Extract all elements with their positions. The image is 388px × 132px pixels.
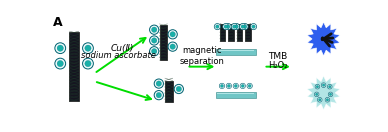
Circle shape [329, 93, 332, 96]
Circle shape [234, 23, 240, 30]
Circle shape [170, 44, 175, 49]
Circle shape [151, 49, 157, 54]
Bar [220, 24, 225, 41]
Circle shape [168, 30, 177, 39]
Circle shape [216, 25, 219, 28]
Text: A: A [53, 16, 63, 29]
Circle shape [83, 43, 94, 54]
Circle shape [85, 45, 91, 51]
Circle shape [57, 45, 63, 51]
Circle shape [55, 58, 66, 69]
Circle shape [174, 84, 184, 94]
Circle shape [314, 92, 319, 97]
Circle shape [241, 25, 244, 28]
Circle shape [224, 25, 227, 28]
Circle shape [149, 25, 159, 34]
Circle shape [149, 36, 159, 45]
Circle shape [156, 81, 161, 86]
Circle shape [219, 83, 225, 89]
Bar [159, 25, 167, 60]
Circle shape [233, 83, 239, 89]
Circle shape [240, 23, 246, 30]
Circle shape [319, 98, 321, 101]
Circle shape [168, 42, 177, 51]
Circle shape [85, 60, 91, 67]
Circle shape [151, 27, 157, 32]
Circle shape [315, 93, 318, 96]
Circle shape [241, 84, 244, 87]
Text: sodium ascorbate: sodium ascorbate [81, 51, 156, 60]
Bar [217, 93, 254, 94]
Circle shape [235, 25, 238, 28]
Circle shape [240, 83, 246, 89]
Bar [217, 50, 254, 51]
Circle shape [243, 25, 247, 28]
Circle shape [327, 84, 332, 89]
Circle shape [57, 60, 63, 67]
Circle shape [322, 84, 325, 86]
Polygon shape [307, 76, 340, 110]
Text: TMB: TMB [268, 52, 288, 61]
Text: H₂O₂: H₂O₂ [268, 61, 288, 70]
Text: magnetic
separation: magnetic separation [180, 46, 224, 66]
Text: Cu(Ⅱ): Cu(Ⅱ) [111, 44, 134, 53]
Circle shape [170, 32, 175, 37]
Circle shape [154, 91, 163, 100]
Circle shape [317, 97, 322, 102]
Bar [165, 81, 173, 102]
Circle shape [149, 47, 159, 56]
Circle shape [231, 23, 237, 30]
Circle shape [156, 93, 161, 98]
Circle shape [242, 23, 248, 30]
Circle shape [315, 84, 320, 89]
Circle shape [232, 25, 236, 28]
Circle shape [226, 83, 232, 89]
Circle shape [83, 58, 94, 69]
Circle shape [329, 85, 331, 88]
Circle shape [326, 98, 329, 101]
Circle shape [234, 84, 237, 87]
Circle shape [214, 23, 220, 30]
Bar [216, 92, 256, 98]
Circle shape [55, 43, 66, 54]
Circle shape [325, 97, 330, 102]
Bar [246, 24, 251, 41]
Circle shape [223, 23, 229, 30]
Circle shape [321, 83, 326, 88]
Circle shape [151, 38, 157, 43]
Bar [229, 24, 234, 41]
Circle shape [220, 84, 223, 87]
Bar [216, 49, 256, 55]
Circle shape [227, 25, 230, 28]
Circle shape [176, 86, 182, 92]
Circle shape [227, 84, 230, 87]
Circle shape [252, 25, 255, 28]
Circle shape [328, 92, 333, 97]
Circle shape [154, 79, 163, 88]
Bar [237, 24, 242, 41]
Bar [69, 32, 79, 101]
Circle shape [247, 83, 252, 89]
Circle shape [316, 85, 319, 88]
Circle shape [250, 23, 256, 30]
Circle shape [248, 84, 251, 87]
Polygon shape [307, 22, 340, 56]
Circle shape [225, 23, 231, 30]
